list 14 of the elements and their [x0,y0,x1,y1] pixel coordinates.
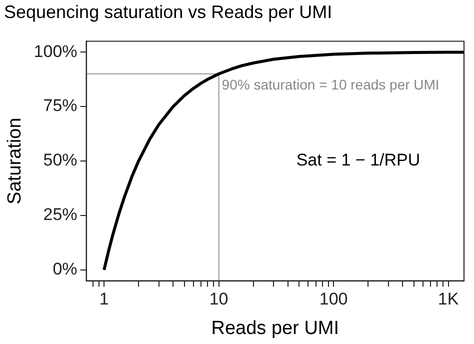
y-tick-label: 0% [52,260,78,279]
annotation: Sat = 1 − 1/RPU [296,150,420,170]
x-tick-label: 1 [99,290,109,309]
y-tick-label: 50% [43,150,78,170]
chart-title: Sequencing saturation vs Reads per UMI [4,2,332,23]
y-tick-label: 100% [34,42,78,61]
y-tick-label: 25% [43,205,78,224]
annotation: 90% saturation = 10 reads per UMI [222,76,440,93]
y-tick-label: 75% [43,96,78,116]
x-tick-label: 10 [209,290,228,309]
y-axis-title: Saturation [4,118,26,204]
x-tick-label: 100 [319,290,348,309]
x-axis-title: Reads per UMI [211,318,340,339]
x-tick-label: 1K [438,290,460,309]
